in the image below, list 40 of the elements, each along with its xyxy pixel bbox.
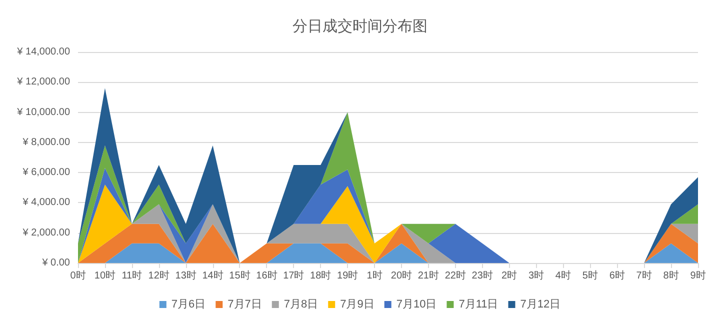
x-tick-label: 7时 (636, 270, 652, 282)
y-tick-label: ¥ 12,000.00 (16, 76, 70, 88)
legend-label: 7月12日 (520, 298, 561, 310)
x-tick-label: 0时 (70, 270, 86, 282)
x-tick-label: 20时 (390, 270, 412, 282)
x-tick-label: 18时 (310, 270, 332, 282)
chart-title: 分日成交时间分布图 (292, 18, 428, 35)
x-tick-label: 8时 (663, 270, 679, 282)
x-tick-label: 1时 (366, 270, 382, 282)
y-tick-label: ¥ 14,000.00 (16, 46, 70, 58)
legend-label: 7月11日 (458, 298, 498, 310)
x-tick-label: 11时 (122, 270, 142, 282)
x-tick-label: 23时 (472, 270, 493, 282)
legend-label: 7月10日 (396, 298, 437, 310)
y-tick-label: ¥ 6,000.00 (22, 167, 70, 178)
x-tick-label: 9时 (690, 270, 706, 282)
x-tick-label: 16时 (256, 270, 278, 282)
y-tick-label: ¥ 8,000.00 (22, 136, 70, 148)
x-tick-label: 10时 (94, 270, 116, 282)
x-tick-label: 22时 (444, 270, 466, 282)
legend-label: 7月7日 (228, 298, 262, 310)
x-tick-label: 12时 (148, 270, 170, 282)
y-tick-label: ¥ 10,000.00 (16, 106, 70, 118)
x-tick-label: 13时 (175, 270, 196, 282)
legend-label: 7月8日 (284, 298, 318, 310)
x-tick-label: 5时 (582, 270, 598, 282)
legend-label: 7月9日 (340, 298, 374, 310)
x-tick-label: 2时 (502, 270, 518, 282)
x-tick-label: 3时 (528, 270, 544, 282)
x-tick-label: 4时 (555, 270, 571, 282)
x-tick-label: 19时 (337, 270, 358, 282)
x-tick-label: 14时 (202, 270, 224, 282)
y-tick-label: ¥ 4,000.00 (22, 197, 70, 208)
y-tick-label: ¥ 0.00 (41, 258, 70, 268)
x-tick-label: 21时 (418, 270, 439, 282)
x-tick-label: 15时 (229, 270, 250, 282)
legend-label: 7月6日 (171, 298, 206, 310)
x-tick-label: 6时 (609, 270, 625, 282)
x-tick-label: 17时 (283, 270, 304, 282)
y-tick-label: ¥ 2,000.00 (22, 227, 70, 238)
